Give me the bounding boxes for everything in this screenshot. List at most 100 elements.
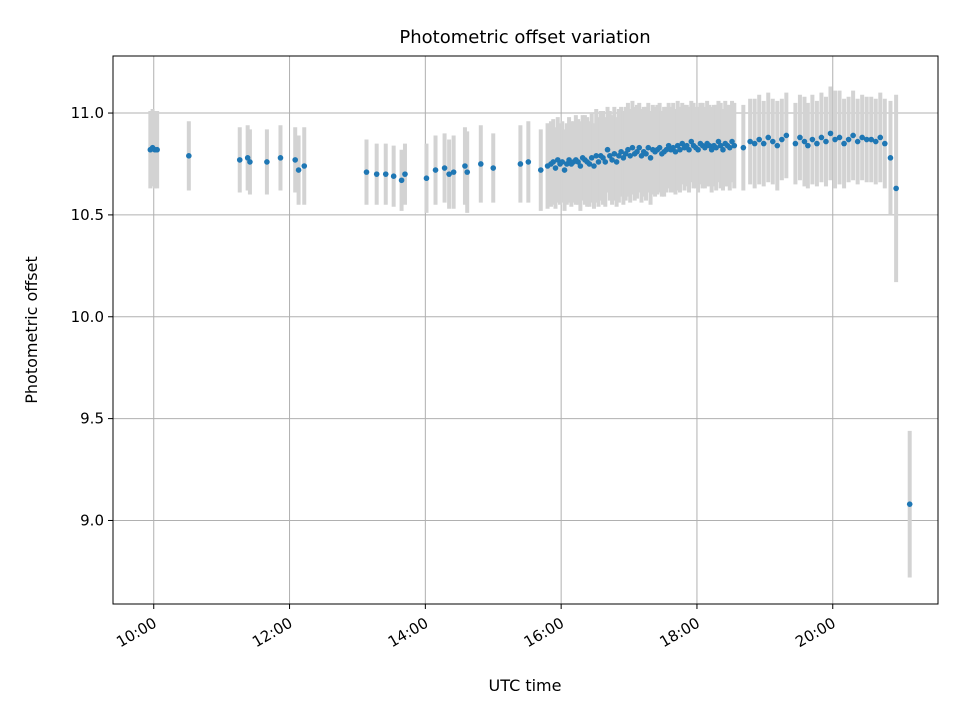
data-point	[670, 144, 676, 151]
data-point	[836, 134, 843, 141]
data-point	[477, 161, 484, 167]
data-point	[647, 155, 654, 161]
data-point	[751, 140, 758, 147]
data-point	[797, 134, 803, 141]
data-point	[247, 159, 253, 165]
data-point	[672, 148, 679, 155]
data-point	[577, 163, 584, 169]
data-point	[277, 155, 284, 161]
x-tick-label: 10:00	[113, 614, 159, 651]
y-tick-label: 10.0	[71, 308, 104, 326]
data-point	[731, 142, 738, 149]
data-point	[677, 146, 683, 153]
data-point	[423, 175, 430, 182]
y-tick-label: 9.0	[80, 511, 104, 529]
data-point	[613, 159, 620, 165]
data-point	[554, 157, 561, 163]
data-point	[893, 185, 899, 192]
data-point	[760, 140, 767, 147]
data-point	[301, 163, 308, 169]
data-point	[645, 144, 652, 151]
data-point	[702, 144, 708, 151]
data-point	[818, 134, 825, 141]
data-point	[607, 153, 613, 159]
data-point	[708, 146, 715, 153]
data-point	[695, 146, 701, 153]
data-point	[295, 167, 302, 173]
data-point	[154, 146, 160, 153]
data-point	[656, 144, 663, 151]
y-tick-label: 10.5	[71, 206, 104, 224]
data-point	[726, 144, 733, 151]
data-point	[854, 138, 861, 145]
data-point	[643, 150, 649, 157]
data-point	[618, 148, 624, 155]
data-point	[769, 138, 776, 145]
data-point	[845, 136, 852, 143]
data-point	[382, 171, 389, 177]
data-point	[729, 138, 735, 145]
data-point	[600, 155, 606, 161]
data-point	[373, 171, 380, 177]
data-point	[602, 159, 609, 165]
data-point	[398, 177, 405, 184]
data-point	[575, 159, 581, 165]
data-point	[591, 163, 597, 169]
data-point	[490, 165, 497, 171]
data-point	[552, 165, 559, 171]
data-point	[446, 171, 452, 177]
data-point	[588, 155, 595, 161]
data-point	[636, 144, 643, 151]
data-point	[292, 157, 299, 163]
data-point	[627, 153, 633, 159]
data-point	[609, 157, 615, 163]
x-tick-label: 18:00	[657, 614, 703, 651]
data-point	[686, 146, 692, 153]
data-point	[186, 153, 192, 159]
data-point	[390, 173, 397, 179]
y-axis-label: Photometric offset	[22, 256, 41, 404]
data-point	[638, 153, 645, 159]
data-point	[537, 167, 544, 173]
x-tick-label: 14:00	[385, 614, 431, 651]
data-point	[450, 169, 457, 175]
data-points	[147, 130, 913, 507]
data-point	[683, 142, 690, 149]
data-point	[706, 142, 713, 149]
data-point	[906, 501, 913, 507]
x-axis-label: UTC time	[489, 676, 562, 695]
data-point	[774, 142, 781, 149]
data-point	[827, 130, 834, 137]
data-point	[550, 159, 557, 165]
data-point	[717, 142, 724, 149]
data-point	[236, 157, 243, 163]
data-point	[882, 140, 888, 147]
data-point	[264, 159, 270, 165]
data-point	[432, 167, 439, 173]
x-tick-label: 12:00	[249, 614, 295, 651]
data-point	[625, 146, 631, 153]
data-point	[663, 146, 670, 153]
x-axis: 10:00 12:00 14:00 16:00 18:00 20:00	[113, 604, 839, 651]
data-point	[517, 161, 524, 167]
x-tick-label: 16:00	[521, 614, 567, 651]
data-point	[402, 171, 408, 177]
data-point	[629, 144, 636, 151]
data-point	[832, 136, 838, 143]
data-point	[863, 136, 870, 143]
data-point	[595, 159, 602, 165]
data-point	[877, 134, 884, 141]
data-point	[525, 159, 532, 165]
data-point	[872, 138, 879, 145]
plot-frame	[112, 55, 939, 605]
data-point	[859, 134, 865, 141]
data-point	[665, 142, 672, 149]
chart-title: Photometric offset variation	[399, 27, 650, 48]
data-point	[564, 161, 570, 167]
data-point	[792, 140, 799, 147]
data-point	[559, 159, 566, 165]
data-point	[740, 144, 747, 151]
data-point	[809, 136, 816, 143]
data-point	[244, 155, 251, 161]
